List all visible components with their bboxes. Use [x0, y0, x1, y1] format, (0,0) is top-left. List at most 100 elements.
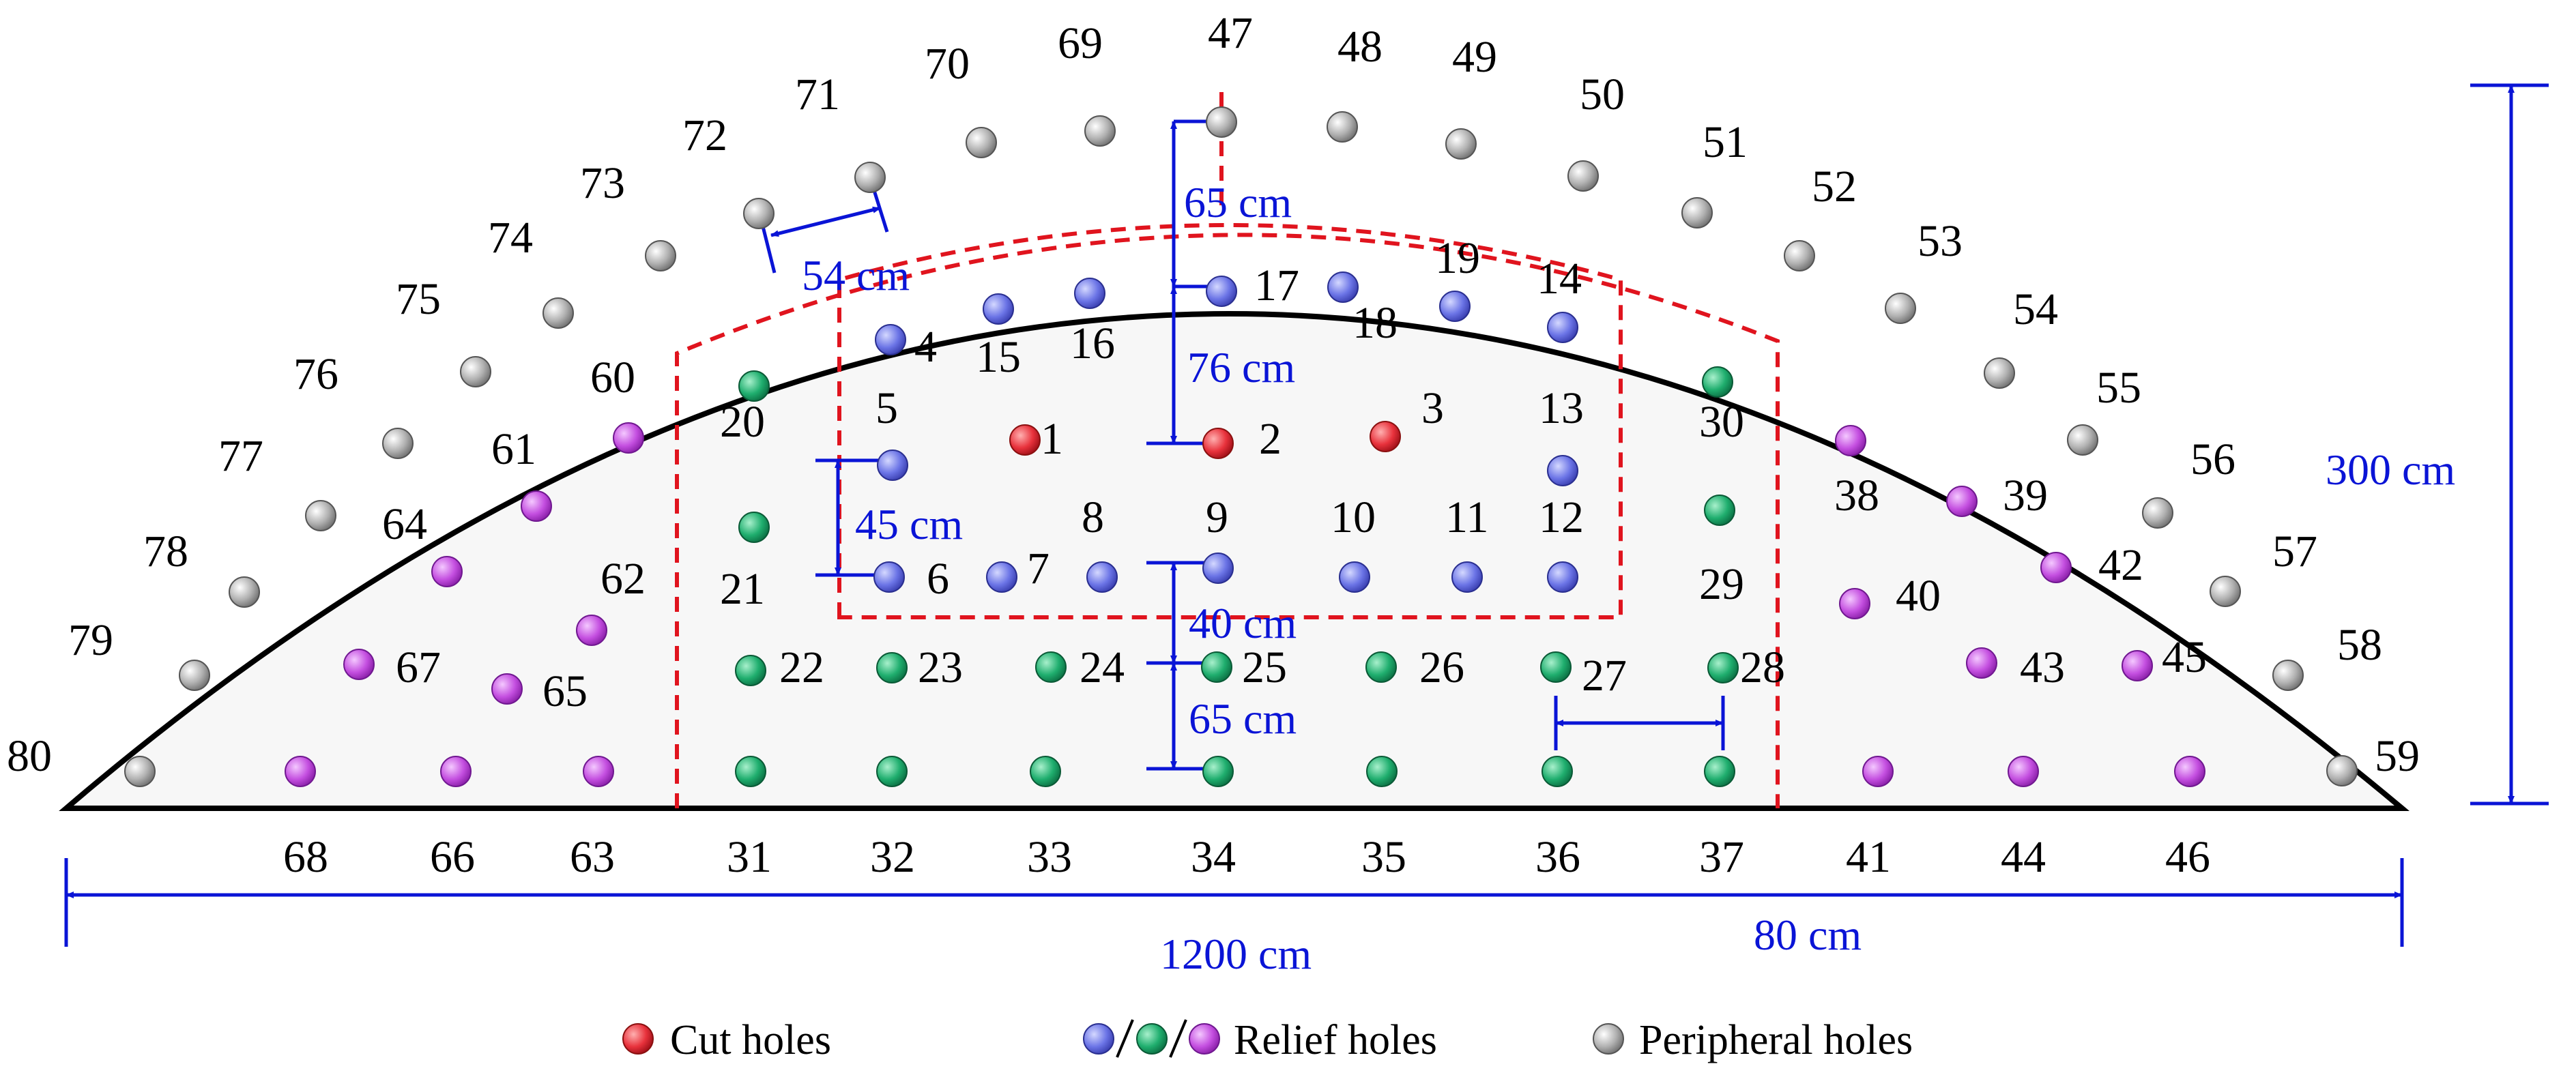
hole-label-23: 23	[918, 643, 963, 692]
hole-label-17: 17	[1254, 261, 1299, 310]
hole-label-60: 60	[590, 353, 635, 402]
hole-label-58: 58	[2337, 620, 2382, 670]
hole-peripheral-73	[645, 240, 676, 271]
hole-label-1: 1	[1041, 414, 1063, 464]
hole-relief-green-25	[1201, 651, 1232, 683]
hole-relief-green-28	[1707, 652, 1739, 683]
hole-relief-green-23	[876, 652, 908, 683]
hole-label-28: 28	[1740, 643, 1785, 692]
hole-peripheral-57	[2210, 576, 2241, 607]
hole-label-56: 56	[2190, 434, 2235, 484]
hole-label-29: 29	[1699, 559, 1744, 609]
hole-cut-2	[1202, 428, 1234, 459]
hole-relief-green-26	[1365, 651, 1397, 683]
hole-relief-purple-44	[2008, 756, 2039, 787]
hole-label-80: 80	[7, 731, 52, 781]
hole-label-13: 13	[1539, 383, 1584, 433]
hole-label-38: 38	[1834, 471, 1879, 520]
hole-label-76: 76	[293, 349, 338, 399]
top-spacing-label: 65 cm	[1184, 178, 1292, 226]
hole-label-46: 46	[2165, 832, 2210, 882]
hole-peripheral-72	[743, 198, 775, 229]
hole-relief-blue-13	[1547, 455, 1578, 486]
hole-relief-purple-60	[613, 422, 644, 454]
hole-peripheral-76	[382, 428, 414, 459]
hole-peripheral-71	[854, 162, 886, 193]
hole-relief-purple-68	[285, 756, 316, 787]
hole-peripheral-69	[1084, 115, 1116, 147]
hole-label-36: 36	[1535, 832, 1580, 882]
hole-label-40: 40	[1896, 571, 1941, 621]
hole-relief-purple-41	[1862, 756, 1894, 787]
hole-label-57: 57	[2272, 527, 2317, 576]
hole-relief-blue-17	[1206, 276, 1237, 307]
hole-label-62: 62	[600, 554, 646, 604]
hole-relief-green-30	[1702, 366, 1733, 398]
hole-peripheral-47	[1206, 106, 1237, 138]
hole-label-69: 69	[1058, 18, 1103, 68]
hole-label-24: 24	[1080, 643, 1125, 692]
hole-peripheral-70	[966, 127, 997, 158]
hole-label-9: 9	[1206, 492, 1228, 542]
hole-relief-blue-11	[1451, 561, 1483, 593]
hole-peripheral-55	[2067, 424, 2098, 456]
hole-label-52: 52	[1812, 162, 1857, 211]
hole-relief-purple-63	[583, 756, 614, 787]
hole-peripheral-48	[1327, 111, 1358, 143]
hole-peripheral-77	[305, 500, 336, 531]
hole-relief-green-20	[738, 370, 770, 402]
hole-label-41: 41	[1846, 832, 1891, 882]
hole-relief-blue-8	[1086, 561, 1118, 593]
hole-relief-green-29	[1704, 495, 1735, 526]
hole-label-64: 64	[382, 499, 427, 549]
hole-label-68: 68	[283, 832, 328, 882]
hole-relief-purple-43	[1966, 647, 1997, 679]
hole-relief-blue-9	[1202, 553, 1234, 584]
vertical-spacing-label: 76 cm	[1187, 343, 1295, 392]
hole-label-2: 2	[1259, 414, 1282, 464]
hole-relief-green-27	[1540, 651, 1572, 683]
hole-relief-purple-45	[2122, 650, 2153, 681]
legend-peripheral-marker	[1593, 1023, 1624, 1055]
hole-relief-green-32	[876, 756, 908, 787]
hole-label-74: 74	[488, 213, 533, 263]
hole-relief-blue-6	[873, 561, 905, 593]
hole-relief-blue-16	[1074, 278, 1105, 309]
hole-relief-purple-40	[1839, 588, 1870, 619]
hole-relief-purple-38	[1835, 425, 1866, 456]
hole-label-37: 37	[1699, 832, 1744, 882]
hole-label-48: 48	[1337, 22, 1383, 72]
hole-label-78: 78	[143, 527, 188, 576]
hole-label-30: 30	[1699, 397, 1744, 447]
hole-relief-green-34	[1202, 756, 1234, 787]
hole-label-47: 47	[1208, 8, 1253, 58]
hole-peripheral-75	[460, 356, 491, 387]
hole-relief-blue-10	[1339, 561, 1370, 593]
hole-label-31: 31	[727, 832, 772, 882]
hole-relief-blue-4	[875, 324, 906, 355]
hole-peripheral-54	[1984, 357, 2015, 389]
width-label: 1200 cm	[1160, 930, 1312, 978]
hole-label-63: 63	[570, 832, 615, 882]
hole-label-42: 42	[2098, 540, 2143, 590]
hole-relief-blue-7	[986, 561, 1017, 593]
hole-label-12: 12	[1539, 492, 1584, 542]
hole-label-4: 4	[914, 322, 937, 372]
hole-label-51: 51	[1703, 117, 1748, 167]
hole-label-5: 5	[875, 383, 898, 433]
legend-separator	[1116, 1019, 1134, 1058]
hole-peripheral-80	[124, 756, 156, 787]
hole-relief-purple-65	[491, 673, 523, 705]
hole-label-70: 70	[925, 39, 970, 89]
left-spacing-label: 45 cm	[855, 500, 963, 548]
hole-peripheral-78	[229, 576, 260, 608]
hole-relief-purple-64	[431, 556, 463, 587]
hole-label-53: 53	[1917, 216, 1963, 266]
blast-holes	[124, 106, 2358, 787]
hole-peripheral-50	[1567, 160, 1599, 192]
hole-label-25: 25	[1242, 643, 1287, 692]
legend-cut-label: Cut holes	[670, 1017, 831, 1063]
hole-label-26: 26	[1419, 643, 1464, 692]
